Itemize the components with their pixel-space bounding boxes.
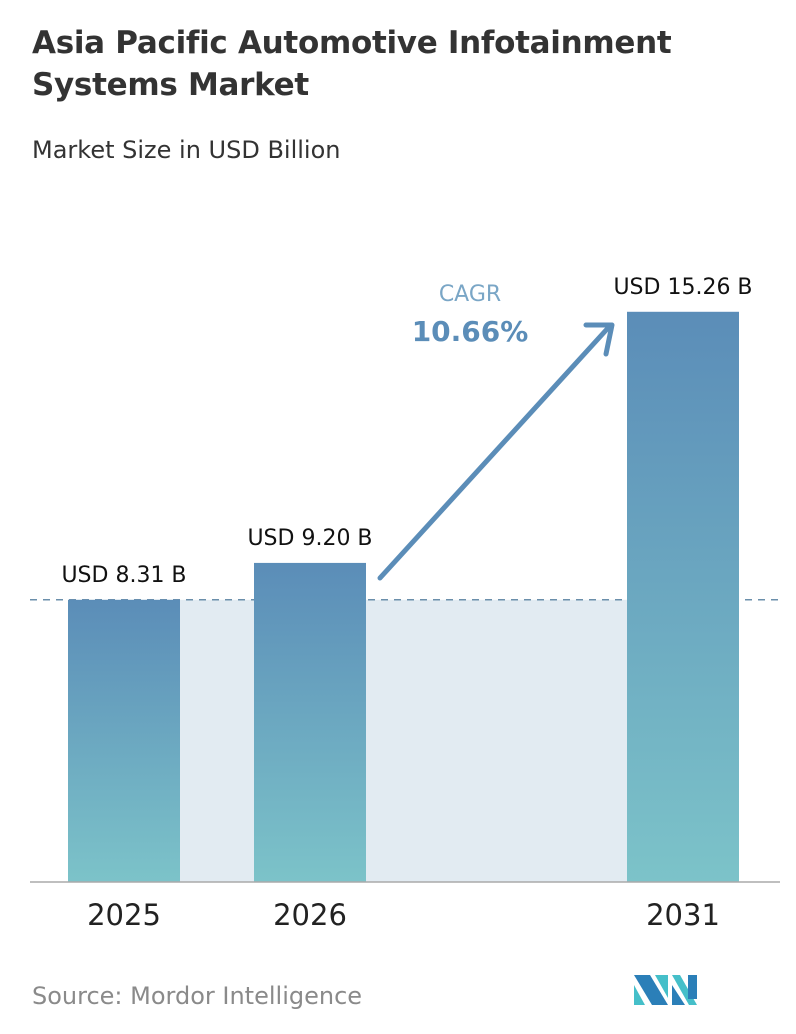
baseline-shade (180, 599, 627, 882)
logo-icon (634, 975, 697, 1005)
bar-2031 (627, 311, 739, 882)
cagr-label: CAGR (439, 282, 501, 307)
cagr-arrow (377, 325, 611, 581)
data-label-2031: USD 15.26 B (613, 275, 752, 300)
x-tick-label-2031: 2031 (646, 898, 720, 932)
x-tick-label-2025: 2025 (87, 898, 161, 932)
data-label-2026: USD 9.20 B (247, 526, 372, 551)
x-tick-label-2026: 2026 (273, 898, 347, 932)
bar-2025 (68, 599, 180, 882)
bar-2026 (254, 562, 366, 882)
chart-subtitle: Market Size in USD Billion (32, 136, 341, 164)
chart-title: Asia Pacific Automotive Infotainment Sys… (32, 25, 672, 103)
cagr-value: 10.66% (412, 315, 529, 348)
source-text: Source: Mordor Intelligence (32, 982, 363, 1010)
cagr-arrow-head-icon (583, 322, 615, 357)
data-label-2025: USD 8.31 B (61, 563, 186, 588)
